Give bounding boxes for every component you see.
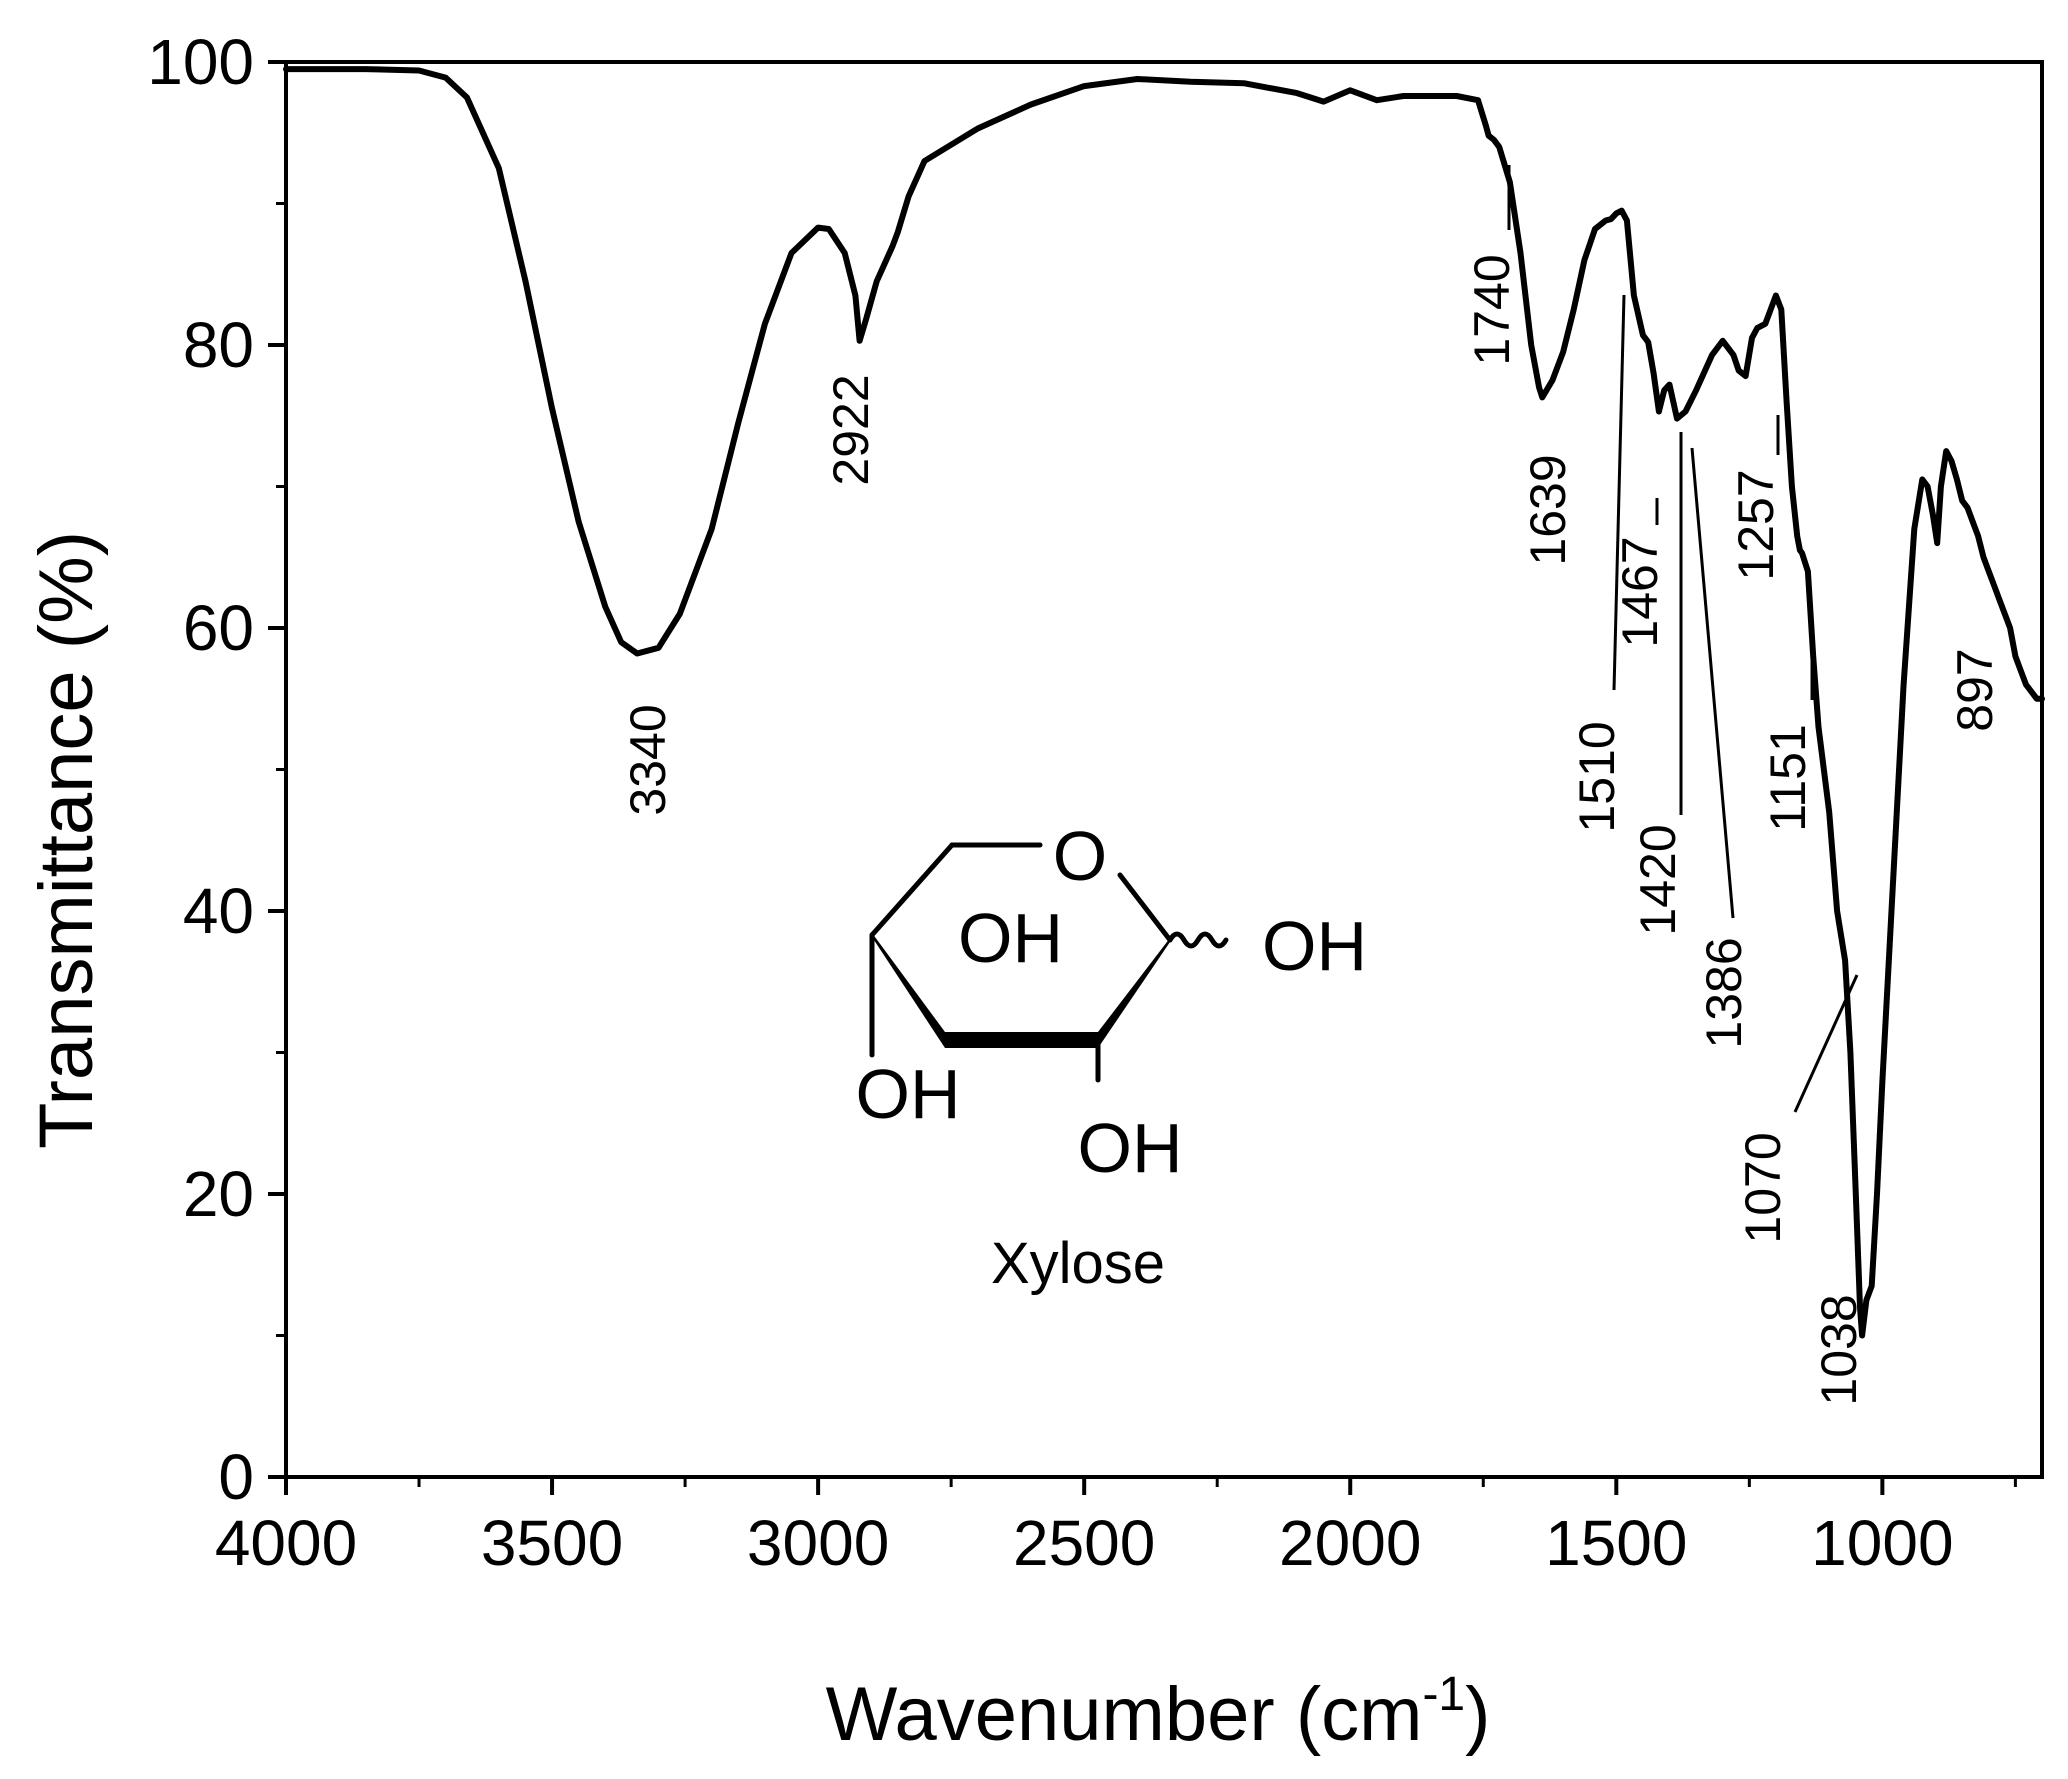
bond-c3-c2-bold bbox=[945, 1032, 1098, 1048]
y-tick-label: 0 bbox=[218, 1441, 254, 1513]
bond-c5-c4 bbox=[869, 842, 955, 938]
oh-label-c1: OH bbox=[1262, 907, 1367, 985]
peak-label: 1257 bbox=[1728, 469, 1784, 580]
peak-label: 1639 bbox=[1520, 454, 1576, 565]
peak-label: 1386 bbox=[1696, 937, 1752, 1048]
x-axis-title: Wavenumber (cm-1) bbox=[826, 1668, 1491, 1757]
axis-tick-labels: 4000 3500 3000 2500 2000 1500 1000 0 20 40 60 80 100 bbox=[147, 26, 1953, 1579]
x-axis-title-main: Wavenumber (cm bbox=[826, 1672, 1423, 1757]
bond-o-c1 bbox=[1117, 872, 1173, 943]
peak-label: 1510 bbox=[1569, 721, 1625, 832]
y-tick-label: 60 bbox=[183, 592, 254, 664]
ring-oxygen-label: O bbox=[1053, 817, 1107, 895]
peak-label: 3340 bbox=[620, 704, 676, 815]
peak-label: 1151 bbox=[1760, 724, 1816, 832]
oh-label-c3: OH bbox=[958, 899, 1063, 977]
x-tick-label: 3000 bbox=[747, 1507, 889, 1579]
x-axis-title-suffix: ) bbox=[1465, 1672, 1490, 1757]
bond-c2-c1-wedge bbox=[1098, 938, 1170, 1048]
ring-bonds bbox=[869, 842, 1229, 1083]
y-tick-label: 40 bbox=[183, 875, 254, 947]
series-layer bbox=[283, 66, 2045, 1339]
peak-label: 897 bbox=[1947, 648, 2003, 731]
peak-label: 1467 bbox=[1612, 536, 1668, 647]
oh-label-c2: OH bbox=[1078, 1109, 1183, 1187]
x-tick-label: 3500 bbox=[481, 1507, 623, 1579]
y-tick-label: 100 bbox=[147, 26, 254, 98]
y-tick-label: 20 bbox=[183, 1158, 254, 1230]
axis-ticks bbox=[268, 60, 2017, 1495]
oh-label-c4: OH bbox=[856, 1055, 961, 1133]
spectrum-line bbox=[283, 66, 2045, 1339]
bond-c1-oh-wavy bbox=[1167, 931, 1229, 949]
peak-leader-line bbox=[1612, 294, 1626, 691]
x-tick-label: 2500 bbox=[1013, 1507, 1155, 1579]
xylose-structure: O OH OH OH OH Xylose bbox=[856, 817, 1368, 1296]
x-tick-label: 2000 bbox=[1279, 1507, 1421, 1579]
peak-label: 1038 bbox=[1811, 1294, 1867, 1405]
bond-c4-c3-wedge bbox=[872, 933, 945, 1048]
y-axis-title: Transmittance (%) bbox=[24, 531, 109, 1149]
peak-leader-line bbox=[1690, 447, 1735, 919]
peak-label: 1740 bbox=[1464, 254, 1520, 365]
x-tick-label: 1500 bbox=[1545, 1507, 1687, 1579]
x-tick-label: 4000 bbox=[215, 1507, 357, 1579]
x-tick-label: 1000 bbox=[1811, 1507, 1953, 1579]
y-tick-label: 80 bbox=[183, 309, 254, 381]
peak-leader-line bbox=[1793, 974, 1859, 1113]
molecule-name: Xylose bbox=[991, 1231, 1165, 1296]
peak-label: 1070 bbox=[1735, 1132, 1791, 1243]
peak-label: 1420 bbox=[1630, 824, 1686, 935]
x-axis-title-superscript: -1 bbox=[1422, 1668, 1465, 1721]
peak-label: 2922 bbox=[823, 374, 879, 485]
